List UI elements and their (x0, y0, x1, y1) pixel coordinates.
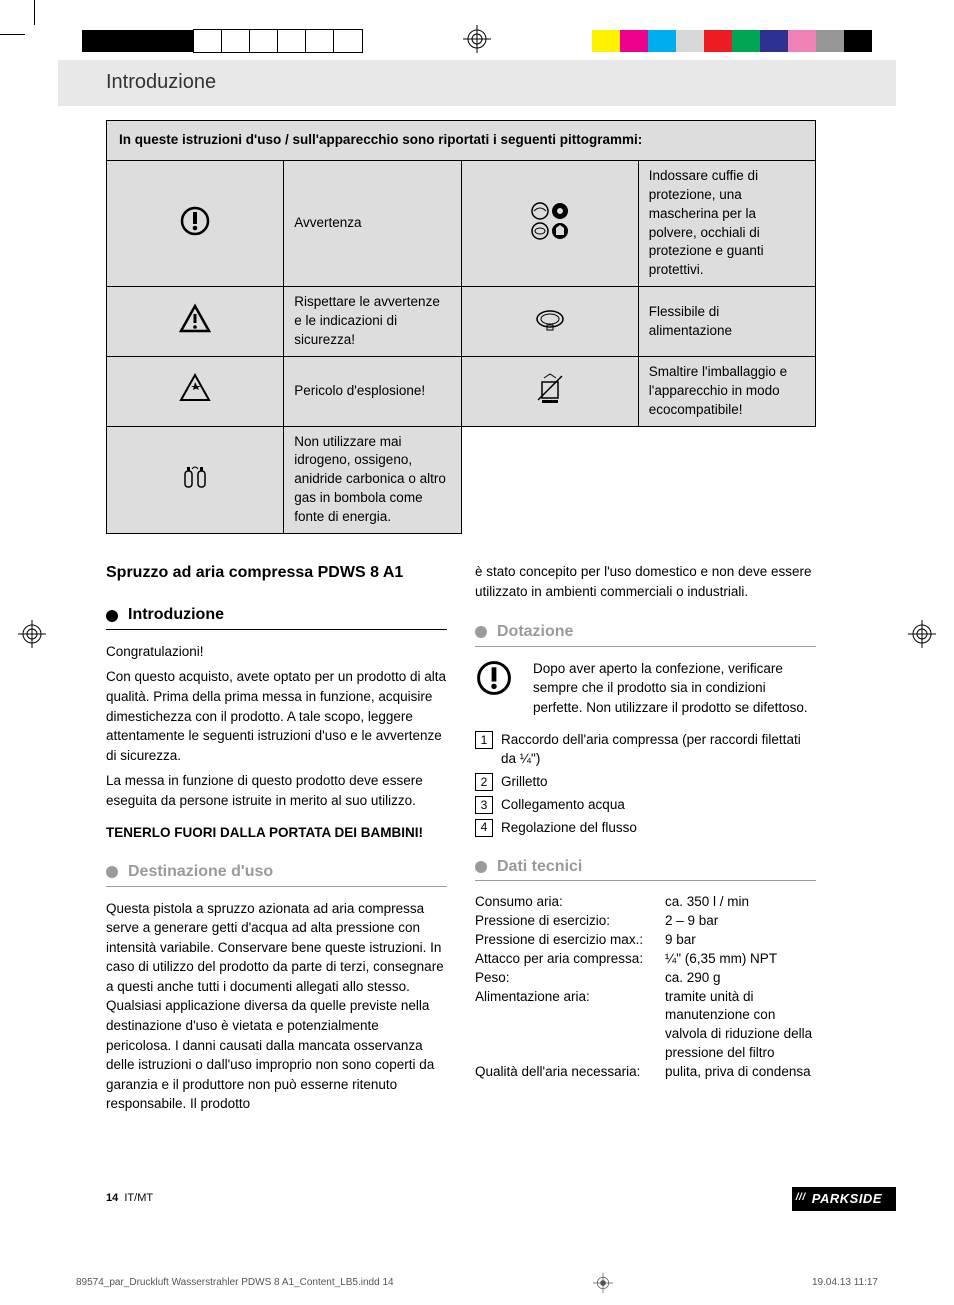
page-footer: 14 IT/MT PARKSIDE (106, 1187, 896, 1211)
usage-paragraph: Questa pistola a spruzzo azionata ad ari… (106, 899, 447, 1114)
pictogram-desc: Rispettare le avvertenze e le indicazion… (284, 287, 461, 357)
item-number: 4 (475, 819, 493, 837)
locale-code: IT/MT (124, 1192, 153, 1204)
spec-value: ¼" (6,35 mm) NPT (665, 950, 816, 969)
spec-label: Pressione di esercizio max.: (475, 931, 665, 950)
table-row: Consumo aria:ca. 350 l / min (475, 893, 816, 912)
pictogram-desc: Flessibile di alimentazione (638, 287, 815, 357)
spec-value: 2 – 9 bar (665, 912, 816, 931)
spec-table: Consumo aria:ca. 350 l / min Pressione d… (475, 893, 816, 1082)
intro-heading-label: Introduzione (128, 604, 224, 626)
intro-paragraph: La messa in funzione di questo prodotto … (106, 771, 447, 810)
pictogram-table: In queste istruzioni d'uso / sull'appare… (106, 120, 816, 534)
crop-mark (34, 0, 35, 25)
spec-label: Qualità dell'aria necessaria: (475, 1063, 665, 1082)
table-row: Qualità dell'aria necessaria:pulita, pri… (475, 1063, 816, 1082)
page-title: Introduzione (58, 60, 896, 106)
item-label: Regolazione del flusso (501, 819, 637, 838)
explosion-warning-icon (107, 356, 284, 426)
gas-cylinder-icon (107, 426, 284, 533)
item-label: Raccordo dell'aria compressa (per raccor… (501, 731, 816, 769)
dotazione-warning-row: Dopo aver aperto la confezione, verifica… (475, 659, 816, 718)
spec-label: Attacco per aria compressa: (475, 950, 665, 969)
keep-away-warning: TENERLO FUORI DALLA PORTATA DEI BAMBINI! (106, 824, 447, 843)
registration-mark-icon (463, 25, 491, 59)
registration-mark-icon (908, 620, 936, 654)
congrats-text: Congratulazioni! (106, 642, 447, 662)
intro-heading: Introduzione (106, 604, 447, 629)
spec-value: pulita, priva di condensa (665, 1063, 816, 1082)
item-label: Collegamento acqua (501, 796, 625, 815)
product-title: Spruzzo ad aria compressa PDWS 8 A1 (106, 562, 447, 584)
item-number: 1 (475, 731, 493, 749)
item-number: 3 (475, 796, 493, 814)
content-columns: Spruzzo ad aria compressa PDWS 8 A1 Intr… (106, 562, 816, 1120)
color-bar-left (82, 30, 362, 52)
list-item: 2 Grilletto (475, 773, 816, 792)
page-content: Introduzione In queste istruzioni d'uso … (58, 60, 896, 1245)
pictogram-desc: Indossare cuffie di protezione, una masc… (638, 160, 815, 286)
registration-mark-icon (18, 620, 46, 654)
table-row: Pressione di esercizio:2 – 9 bar (475, 912, 816, 931)
crop-mark (0, 34, 25, 35)
recycle-disposal-icon (461, 356, 638, 426)
dotazione-heading-label: Dotazione (497, 621, 573, 643)
specs-heading: Dati tecnici (475, 856, 816, 881)
dotazione-heading: Dotazione (475, 621, 816, 646)
page-number: 14 (106, 1192, 118, 1204)
spec-value: tramite unità di manutenzione con valvol… (665, 988, 816, 1064)
list-item: 4 Regolazione del flusso (475, 819, 816, 838)
table-row: Peso:ca. 290 g (475, 969, 816, 988)
right-column: è stato concepito per l'uso domestico e … (475, 562, 816, 1120)
dotazione-warning-text: Dopo aver aperto la confezione, verifica… (533, 659, 816, 718)
print-file-name: 89574_par_Druckluft Wasserstrahler PDWS … (76, 1276, 394, 1290)
spec-label: Peso: (475, 969, 665, 988)
pictogram-desc: Avvertenza (284, 160, 461, 286)
spec-value: ca. 290 g (665, 969, 816, 988)
warning-exclamation-icon (475, 659, 521, 703)
usage-paragraph-continued: è stato concepito per l'uso domestico e … (475, 562, 816, 601)
table-row: Attacco per aria compressa:¼" (6,35 mm) … (475, 950, 816, 969)
pictogram-table-heading: In queste istruzioni d'uso / sull'appare… (107, 121, 816, 161)
pictogram-desc: Pericolo d'esplosione! (284, 356, 461, 426)
usage-heading-label: Destinazione d'uso (128, 861, 273, 883)
item-number: 2 (475, 773, 493, 791)
page-number-block: 14 IT/MT (106, 1191, 153, 1206)
brand-badge: PARKSIDE (792, 1187, 896, 1211)
list-item: 3 Collegamento acqua (475, 796, 816, 815)
table-row: Alimentazione aria:tramite unità di manu… (475, 988, 816, 1064)
spec-value: 9 bar (665, 931, 816, 950)
list-item: 1 Raccordo dell'aria compressa (per racco… (475, 731, 816, 769)
ppe-icons (461, 160, 638, 286)
spec-label: Alimentazione aria: (475, 988, 665, 1064)
left-column: Spruzzo ad aria compressa PDWS 8 A1 Intr… (106, 562, 447, 1120)
pictogram-desc: Smaltire l'imballaggio e l'apparecchio i… (638, 356, 815, 426)
spec-label: Consumo aria: (475, 893, 665, 912)
bullet-icon (475, 861, 487, 873)
hose-icon (461, 287, 638, 357)
specs-heading-label: Dati tecnici (497, 856, 582, 878)
intro-paragraph: Con questo acquisto, avete optato per un… (106, 667, 447, 765)
empty-cell (461, 426, 816, 533)
item-label: Grilletto (501, 773, 548, 792)
warning-triangle-icon (107, 287, 284, 357)
spec-value: ca. 350 l / min (665, 893, 816, 912)
print-timestamp: 19.04.13 11:17 (812, 1276, 878, 1290)
registration-mark-icon (593, 1273, 613, 1293)
print-info-bar: 89574_par_Druckluft Wasserstrahler PDWS … (76, 1273, 878, 1293)
bullet-icon (106, 610, 118, 622)
bullet-icon (475, 626, 487, 638)
bullet-icon (106, 866, 118, 878)
table-row: Pressione di esercizio max.:9 bar (475, 931, 816, 950)
warning-exclamation-icon (107, 160, 284, 286)
dotazione-list: 1 Raccordo dell'aria compressa (per racco… (475, 731, 816, 837)
usage-heading: Destinazione d'uso (106, 861, 447, 886)
spec-label: Pressione di esercizio: (475, 912, 665, 931)
pictogram-desc: Non utilizzare mai idrogeno, ossigeno, a… (284, 426, 461, 533)
color-bar-right (592, 30, 872, 52)
